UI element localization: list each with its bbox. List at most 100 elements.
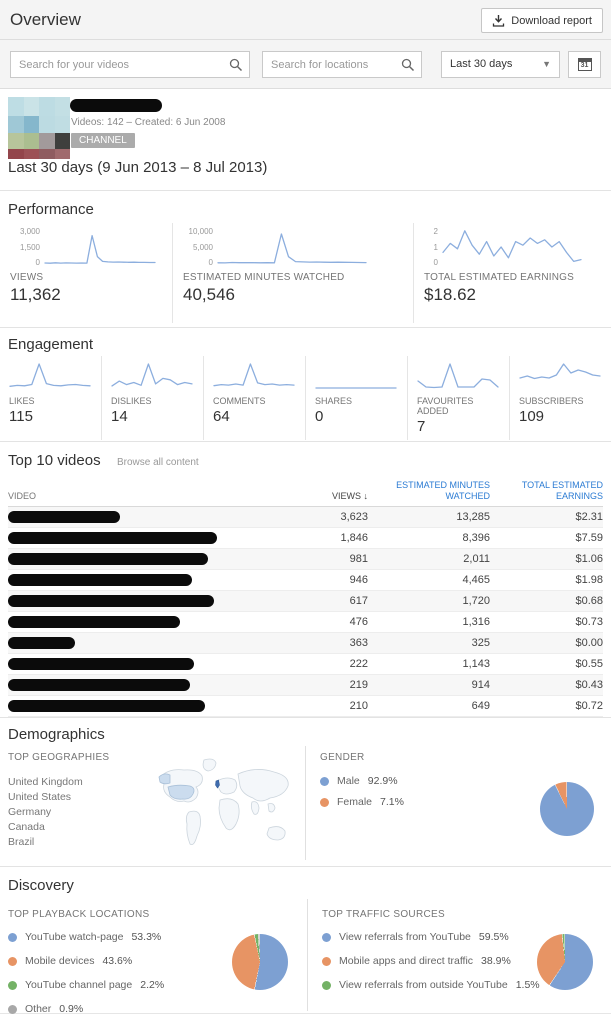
video-title-link[interactable] <box>8 679 250 691</box>
legend-item-youtube-referrals[interactable]: View referrals from YouTube 59.5% <box>322 931 540 943</box>
engagement-cards: LIKES 115 DISLIKES 14 COMMENTS 64 SHARES… <box>0 356 611 440</box>
dislikes-card[interactable]: DISLIKES 14 <box>101 356 203 440</box>
mobile-devices-pct: 43.6% <box>102 955 133 967</box>
views-card[interactable]: 3,000 1,500 0 VIEWS 11,362 <box>0 223 172 323</box>
page-title: Overview <box>10 10 81 29</box>
views-value: 11,362 <box>10 285 61 304</box>
video-title-link[interactable] <box>8 658 250 670</box>
views-cell: 210 <box>349 700 368 712</box>
legend-item-channel-page[interactable]: YouTube channel page 2.2% <box>8 979 164 991</box>
earnings-cell: $0.55 <box>575 658 603 670</box>
divider <box>307 899 308 1011</box>
country-item[interactable]: Brazil <box>8 836 35 848</box>
shares-card[interactable]: SHARES 0 <box>305 356 407 440</box>
favourites-card[interactable]: FAVOURITES ADDED 7 <box>407 356 509 440</box>
minutes-cell: 649 <box>471 700 490 712</box>
table-row: 222 1,143 $0.55 <box>8 654 603 675</box>
watch-page-pct: 53.3% <box>131 931 162 943</box>
table-row: 476 1,316 $0.73 <box>8 612 603 633</box>
gender-label: GENDER <box>320 752 365 763</box>
column-header-minutes[interactable]: ESTIMATED MINUTES WATCHED <box>396 479 490 501</box>
video-title-link[interactable] <box>8 700 250 712</box>
earnings-cell: $7.59 <box>575 532 603 544</box>
country-item[interactable]: Canada <box>8 821 45 833</box>
dislikes-value: 14 <box>111 408 128 425</box>
videos-table-body: 3,623 13,285 $2.31 1,846 8,396 $7.59 981… <box>8 507 603 717</box>
other-dot <box>8 1004 17 1014</box>
minutes-cell: 1,143 <box>462 658 490 670</box>
female-pct: 7.1% <box>380 796 404 808</box>
column-header-earnings[interactable]: TOTAL ESTIMATED EARNINGS <box>521 479 603 501</box>
shares-label: SHARES <box>315 396 353 406</box>
engagement-section: Engagement LIKES 115 DISLIKES 14 COMMENT… <box>0 328 611 442</box>
minutes-watched-card[interactable]: 10,000 5,000 0 ESTIMATED MINUTES WATCHED… <box>172 223 413 323</box>
other-label: Other <box>25 1003 52 1015</box>
earnings-cell: $0.72 <box>575 700 603 712</box>
channel-name-redacted[interactable] <box>70 99 162 112</box>
calendar-button[interactable]: 31 <box>568 51 601 78</box>
table-row: 1,846 8,396 $7.59 <box>8 528 603 549</box>
table-row: 210 649 $0.72 <box>8 696 603 717</box>
earnings-cell: $0.73 <box>575 616 603 628</box>
video-title-link[interactable] <box>8 511 250 523</box>
column-header-views[interactable]: VIEWS ↓ <box>331 490 368 501</box>
earnings-sparkline <box>442 230 582 263</box>
country-item[interactable]: Germany <box>8 806 52 818</box>
video-title-link[interactable] <box>8 553 250 565</box>
chevron-down-icon: ▼ <box>542 59 551 69</box>
table-row: 981 2,011 $1.06 <box>8 549 603 570</box>
country-item[interactable]: United Kingdom <box>8 776 83 788</box>
minutes-cell: 325 <box>471 637 490 649</box>
earnings-value: $18.62 <box>424 285 476 304</box>
video-title-link[interactable] <box>8 574 250 586</box>
date-range-value: Last 30 days <box>450 58 513 70</box>
earnings-cell: $0.43 <box>575 679 603 691</box>
playback-legend: YouTube watch-page 53.3% Mobile devices … <box>8 931 164 1021</box>
search-icon[interactable] <box>401 58 415 72</box>
legend-item-female[interactable]: Female 7.1% <box>320 796 404 808</box>
earnings-card[interactable]: 2 1 0 TOTAL ESTIMATED EARNINGS $18.62 <box>413 223 611 323</box>
male-pct: 92.9% <box>367 775 398 787</box>
subscribers-value: 109 <box>519 408 545 425</box>
channel-meta: Videos: 142 – Created: 6 Jun 2008 <box>71 117 226 128</box>
videos-table: VIDEO VIEWS ↓ ESTIMATED MINUTES WATCHED … <box>8 478 603 717</box>
shares-value: 0 <box>315 408 324 425</box>
table-row: 946 4,465 $1.98 <box>8 570 603 591</box>
comments-card[interactable]: COMMENTS 64 <box>203 356 305 440</box>
dislikes-sparkline <box>111 363 193 387</box>
date-range-dropdown[interactable]: Last 30 days ▼ <box>441 51 560 78</box>
download-report-button[interactable]: Download report <box>481 8 603 33</box>
browse-all-content-link[interactable]: Browse all content <box>117 457 199 468</box>
table-row: 3,623 13,285 $2.31 <box>8 507 603 528</box>
legend-item-outside-referrals[interactable]: View referrals from outside YouTube 1.5% <box>322 979 540 991</box>
likes-sparkline <box>9 363 91 387</box>
engagement-title: Engagement <box>8 336 94 353</box>
video-title-link[interactable] <box>8 532 250 544</box>
minutes-cell: 4,465 <box>462 574 490 586</box>
legend-item-male[interactable]: Male 92.9% <box>320 775 404 787</box>
mobile-apps-label: Mobile apps and direct traffic <box>339 955 474 967</box>
map-region-united-states <box>167 784 195 800</box>
minutes-label: ESTIMATED MINUTES WATCHED <box>183 272 345 283</box>
legend-item-mobile-apps[interactable]: Mobile apps and direct traffic 38.9% <box>322 955 540 967</box>
download-report-label: Download report <box>511 14 592 27</box>
legend-item-watch-page[interactable]: YouTube watch-page 53.3% <box>8 931 164 943</box>
outside-referrals-dot <box>322 980 331 990</box>
performance-cards: 3,000 1,500 0 VIEWS 11,362 10,000 5,000 … <box>0 223 611 323</box>
country-item[interactable]: United States <box>8 791 72 803</box>
views-cell: 1,846 <box>340 532 368 544</box>
video-title-link[interactable] <box>8 595 250 607</box>
traffic-legend: View referrals from YouTube 59.5% Mobile… <box>322 931 540 1003</box>
location-search-input[interactable] <box>271 52 397 77</box>
likes-card[interactable]: LIKES 115 <box>0 356 101 440</box>
views-cell: 946 <box>349 574 368 586</box>
legend-item-other[interactable]: Other 0.9% <box>8 1003 164 1015</box>
playback-pie-chart <box>232 934 288 990</box>
subscribers-card[interactable]: SUBSCRIBERS 109 <box>509 356 611 440</box>
channel-page-label: YouTube channel page <box>25 979 133 991</box>
legend-item-mobile-devices[interactable]: Mobile devices 43.6% <box>8 955 164 967</box>
video-search-input[interactable] <box>19 52 225 77</box>
search-icon[interactable] <box>229 58 243 72</box>
video-title-link[interactable] <box>8 616 250 628</box>
video-title-link[interactable] <box>8 637 250 649</box>
